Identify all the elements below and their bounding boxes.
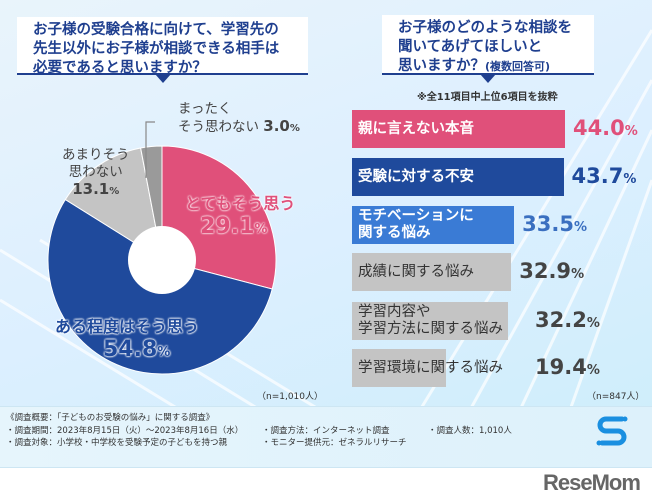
survey-provider: ・モニター提供元：ゼネラルリサーチ (262, 438, 407, 448)
question-line: 思いますか？(複数回答可) (398, 57, 594, 76)
donut-hole (128, 226, 196, 294)
slice-label-not-really: あまりそう 思わない 13.1% (62, 147, 130, 200)
left-question-box: お子様の受験合格に向けて、学習先の 先生以外にお子様が相談できる相手は 必要であ… (17, 17, 308, 83)
unit: % (573, 220, 587, 235)
leader-line (145, 121, 155, 178)
slice-value: 3.0 (263, 117, 290, 135)
bar-label-line: 成績に関する悩み (358, 263, 474, 280)
pointer-triangle (154, 74, 171, 83)
bar-value: 32.2% (535, 308, 600, 332)
question-line: お子様のどのような相談を (398, 20, 572, 36)
label-text: とてもそう思う (185, 194, 296, 213)
slice-value: 54.8 (103, 337, 158, 362)
right-note: ※全11項目中上位6項目を抜粋 (417, 92, 558, 103)
question-line: お子様の受験合格に向けて、学習先の (33, 22, 279, 38)
right-sample-size: （n=847人） (587, 392, 645, 402)
unit: % (109, 186, 120, 197)
bar-label-line: モチベーションに (358, 208, 474, 224)
unit: % (624, 124, 638, 139)
survey-title: 《調査概要：「子どものお受験の悩み」に関する調査》 (6, 413, 215, 423)
bar-label-line: 親に言えない本音 (358, 120, 474, 137)
slice-label-strongly: とてもそう思う 29.1% (185, 190, 295, 239)
slice-label-somewhat: ある程度はそう思う 54.8% (55, 313, 199, 362)
unit: % (289, 123, 300, 134)
survey-method: ・調査方法：インターネット調査 (262, 426, 390, 436)
bar-label: 学習環境に関する悩み (358, 360, 503, 377)
survey-overview: 《調査概要：「子どものお受験の悩み」に関する調査》 ・調査期間：2023年8月1… (0, 406, 652, 468)
bar-label-line: 受験に対する不安 (358, 168, 474, 185)
bar-label-line: 関する悩み (358, 225, 431, 241)
bar-label-line: 学習環境に関する悩み (358, 359, 503, 376)
question-note: (複数回答可) (485, 60, 551, 73)
bar: 学習内容や 学習方法に関する悩み (352, 302, 508, 340)
slice-value: 29.1 (200, 214, 255, 239)
slice-label-not-at-all: まったく そう思わない 3.0% (178, 101, 300, 137)
slice-value: 13.1 (72, 180, 110, 198)
bar-label-line: 学習方法に関する悩み (358, 321, 503, 337)
bar-value: 19.4% (535, 355, 600, 379)
bar-label: 親に言えない本音 (358, 121, 474, 138)
pointer-triangle (480, 74, 496, 83)
survey-count: ・調査人数：1,010人 (428, 426, 512, 436)
bar: 親に言えない本音 (352, 110, 565, 148)
unit: % (254, 222, 268, 237)
label-line: あまりそう (62, 147, 130, 163)
bar-label: 成績に関する悩み (358, 264, 474, 281)
question-text: 思いますか？ (398, 58, 485, 74)
survey-period: ・調査期間：2023年8月15日（火）～2023年8月16日（水） (6, 426, 244, 436)
unit: % (157, 345, 171, 360)
resemom-logo: ReseMom (543, 470, 641, 495)
bar-label-line: 学習内容や (358, 304, 431, 320)
bar-value: 44.0% (572, 116, 638, 140)
bar-value: 43.7% (571, 164, 637, 188)
label-line: まったく (178, 101, 232, 117)
label-line: そう思わない 3.0% (178, 118, 300, 137)
bar: 成績に関する悩み (352, 253, 512, 291)
question-line: 必要であると思いますか？ (33, 60, 207, 76)
question-line: 先生以外にお子様が相談できる相手は (33, 41, 280, 57)
right-question-box: お子様のどのような相談を 聞いてあげてほしいと 思いますか？(複数回答可) (382, 15, 594, 83)
bar-label: モチベーションに 関する悩み (358, 208, 474, 242)
unit: % (586, 363, 600, 378)
bar: 学習環境に関する悩み (352, 349, 503, 387)
bar: モチベーションに 関する悩み (352, 206, 515, 244)
label-text: ある程度はそう思う (55, 317, 200, 336)
label-text: そう思わない (178, 119, 259, 135)
company-logo-icon (596, 416, 628, 446)
survey-target: ・調査対象：小学校・中学校を受験予定の子どもを持つ親 (6, 438, 228, 448)
unit: % (571, 267, 585, 282)
question-line: 聞いてあげてほしいと (398, 39, 543, 55)
bar-value: 33.5% (522, 212, 587, 236)
unit: % (623, 172, 637, 187)
bar: 受験に対する不安 (352, 158, 564, 196)
pie-slice-not-really (64, 147, 163, 262)
unit: % (586, 316, 600, 331)
bar-value: 32.9% (519, 259, 585, 283)
bar-label: 学習内容や 学習方法に関する悩み (358, 304, 503, 338)
left-sample-size: （n=1,010人） (257, 392, 324, 402)
bar-label: 受験に対する不安 (358, 169, 474, 186)
label-line: 思わない (68, 164, 123, 180)
